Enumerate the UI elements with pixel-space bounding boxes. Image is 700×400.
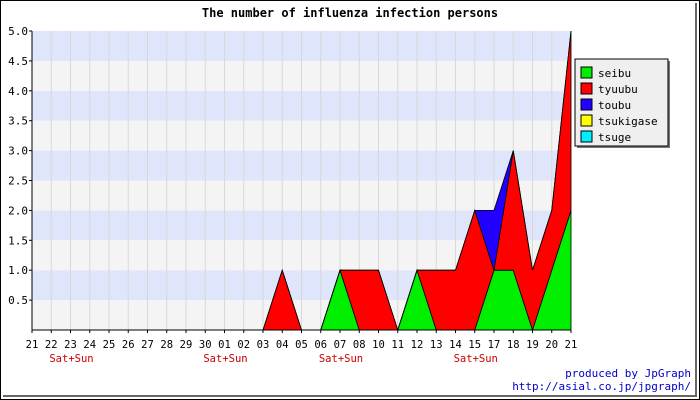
legend-label-tsuge: tsuge [598, 131, 631, 144]
legend-label-toubu: toubu [598, 99, 631, 112]
x-tick-label: 15 [468, 339, 481, 351]
x-tick-label: 23 [64, 339, 77, 351]
chart-title: The number of influenza infection person… [202, 6, 498, 20]
x-tick-label: 28 [160, 339, 173, 351]
x-tick-label: 22 [45, 339, 58, 351]
legend-label-tyuubu: tyuubu [598, 83, 638, 96]
legend-label-seibu: seibu [598, 67, 631, 80]
x-tick-label: 03 [257, 339, 270, 351]
x-tick-label: 13 [430, 339, 443, 351]
legend: seibu tyuubu toubu tsukigase tsuge [574, 58, 670, 148]
x-tick-label: 08 [353, 339, 366, 351]
x-tick-label: 24 [83, 339, 96, 351]
x-tick-label: 10 [372, 339, 385, 351]
legend-swatch-tyuubu [580, 82, 593, 95]
weekend-label: Sat+Sun [203, 353, 247, 365]
x-tick-label: 26 [122, 339, 135, 351]
x-tick-label: 30 [199, 339, 212, 351]
legend-swatch-seibu [580, 66, 593, 79]
y-tick-label: 2.0 [8, 204, 28, 217]
plot-axes [29, 30, 572, 333]
x-tick-label: 07 [334, 339, 347, 351]
x-tick-label: 21 [565, 339, 578, 351]
x-tick-label: 06 [314, 339, 327, 351]
legend-swatch-tsukigase [580, 114, 593, 127]
weekend-label: Sat+Sun [49, 353, 93, 365]
x-tick-labels: 21 22 23 24 25 26 27 28 29 30 01 02 03 04 05 06 07 08 10 11… [26, 339, 578, 351]
y-tick-label: 4.0 [8, 85, 28, 98]
x-tick-label: 27 [141, 339, 154, 351]
legend-label-tsukigase: tsukigase [598, 115, 658, 128]
y-tick-label: 3.0 [8, 145, 28, 158]
x-tick-label: 19 [526, 339, 539, 351]
credit-line-1: produced by JpGraph [565, 367, 691, 380]
weekend-labels: Sat+Sun Sat+Sun Sat+Sun Sat+Sun [49, 353, 498, 365]
weekend-label: Sat+Sun [454, 353, 498, 365]
x-tick-label: 04 [276, 339, 289, 351]
x-tick-label: 14 [449, 339, 462, 351]
y-tick-label: 0.5 [8, 294, 28, 307]
legend-swatch-toubu [580, 98, 593, 111]
x-tick-label: 11 [391, 339, 404, 351]
x-tick-label: 05 [295, 339, 308, 351]
weekend-label: Sat+Sun [319, 353, 363, 365]
y-tick-label: 5.0 [8, 25, 28, 38]
y-tick-label: 2.5 [8, 175, 28, 188]
credit-line-2: http://asial.co.jp/jpgraph/ [512, 380, 691, 393]
x-tick-label: 29 [180, 339, 193, 351]
legend-swatch-tsuge [580, 130, 593, 143]
y-tick-label: 1.0 [8, 264, 28, 277]
x-tick-label: 12 [411, 339, 424, 351]
x-tick-label: 17 [488, 339, 501, 351]
y-tick-labels: 0.5 1.0 1.5 2.0 2.5 3.0 3.5 4.0 4.5 5.0 [8, 25, 28, 307]
x-tick-label: 21 [26, 339, 39, 351]
x-tick-label: 18 [507, 339, 520, 351]
x-tick-label: 20 [545, 339, 558, 351]
y-tick-label: 3.5 [8, 115, 28, 128]
x-tick-label: 01 [218, 339, 231, 351]
y-tick-label: 1.5 [8, 234, 28, 247]
x-tick-label: 25 [103, 339, 116, 351]
y-tick-label: 4.5 [8, 55, 28, 68]
x-tick-label: 02 [237, 339, 250, 351]
